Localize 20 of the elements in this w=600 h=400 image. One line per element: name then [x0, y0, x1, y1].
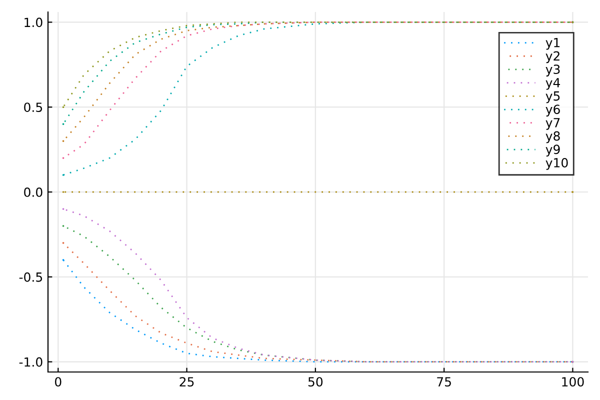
y-tick-label: 0.0 [24, 187, 42, 197]
legend-label: y4 [546, 78, 560, 90]
y-tick-label: 0.5 [24, 102, 42, 112]
x-tick-label: 25 [180, 377, 194, 387]
legend-label: y5 [546, 91, 560, 104]
y-tick-label: -1.0 [19, 357, 42, 367]
y-tick-label: 1.0 [24, 18, 42, 28]
x-tick-label: 100 [562, 377, 584, 387]
y-tick-label: -0.5 [19, 272, 42, 282]
x-tick-label: 50 [308, 377, 323, 387]
legend-label: y6 [546, 104, 560, 116]
x-tick-label: 75 [437, 377, 451, 387]
legend-label: y9 [546, 144, 560, 157]
legend-label: y1 [546, 38, 560, 50]
legend-label: y2 [546, 51, 560, 64]
legend-label: y10 [546, 158, 568, 170]
legend-label: y7 [546, 118, 560, 130]
x-tick-label: 0 [54, 377, 62, 387]
legend-label: y8 [546, 131, 560, 144]
legend-label: y3 [546, 64, 560, 76]
